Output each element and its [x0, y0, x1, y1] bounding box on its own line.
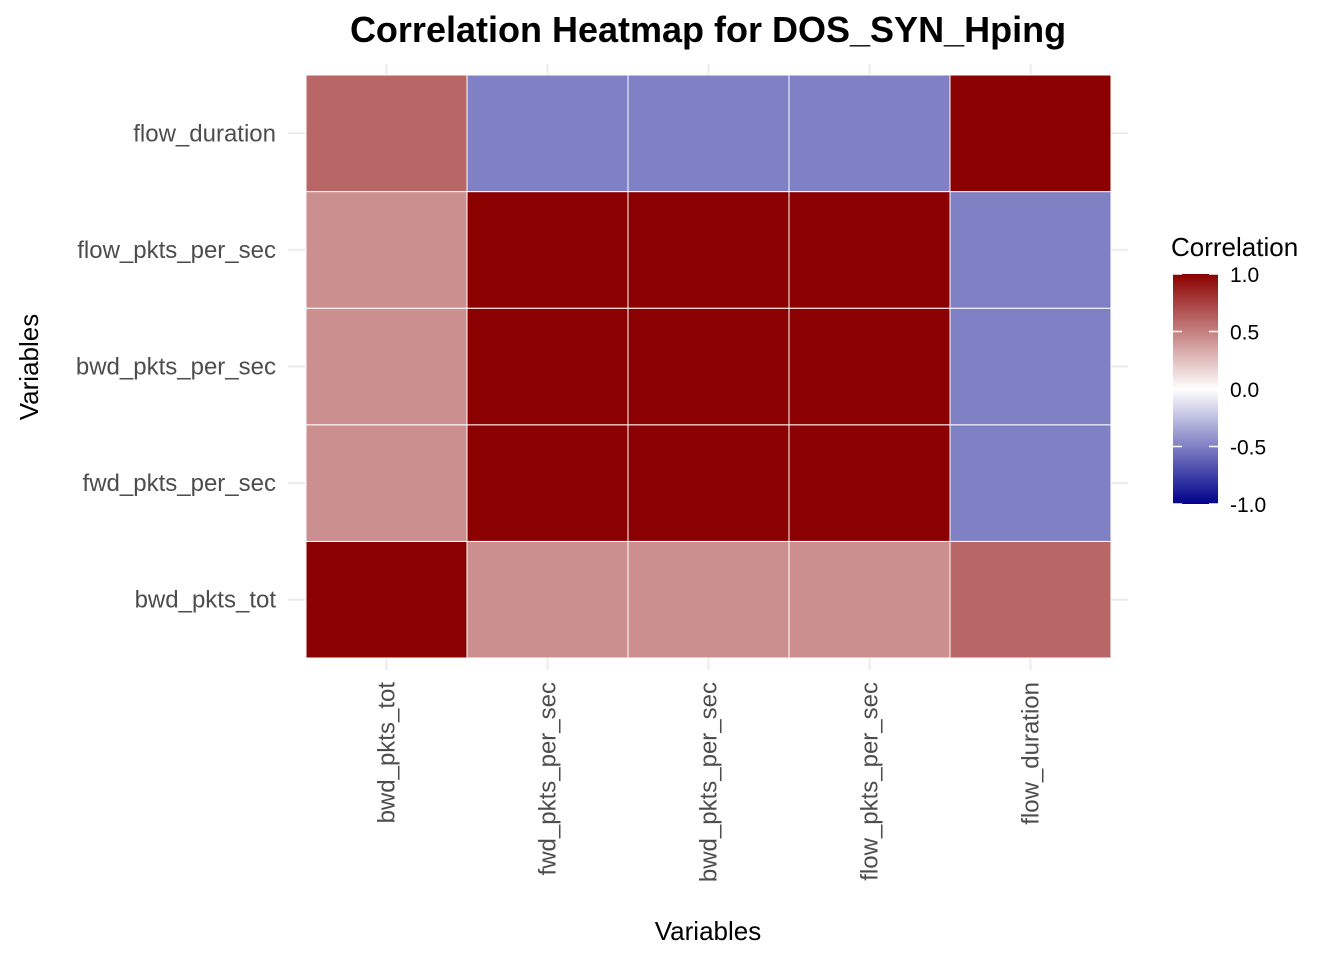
heatmap-cell-flow_duration-flow_pkts_per_sec	[788, 74, 951, 193]
heatmap-cell-flow_pkts_per_sec-fwd_pkts_per_sec	[466, 191, 629, 309]
heatmap-cell-flow_pkts_per_sec-flow_pkts_per_sec	[788, 191, 951, 309]
y-axis-ticks: bwd_pkts_tot fwd_pkts_per_sec bwd_pkts_per…	[76, 120, 276, 613]
y-axis-title: Variables	[14, 314, 44, 420]
x-tick-label: flow_duration	[1018, 682, 1045, 825]
heatmap-cell-fwd_pkts_per_sec-flow_duration	[949, 424, 1112, 542]
x-axis-title: Variables	[655, 916, 761, 946]
heatmap-cell-bwd_pkts_tot-flow_duration	[949, 540, 1112, 659]
heatmap-cell-flow_duration-bwd_pkts_per_sec	[627, 74, 790, 193]
heatmap-cell-flow_pkts_per_sec-bwd_pkts_tot	[305, 191, 468, 309]
x-tick-label: bwd_pkts_per_sec	[696, 682, 723, 882]
color-legend: Correlation 1.0 0.5 0.0 -0.5 -1.0	[1171, 232, 1298, 517]
heatmap-cell-fwd_pkts_per_sec-flow_pkts_per_sec	[788, 424, 951, 542]
heatmap-cell-bwd_pkts_tot-bwd_pkts_tot	[305, 540, 468, 659]
legend-tick-label: -1.0	[1230, 494, 1266, 517]
heatmap-cell-fwd_pkts_per_sec-bwd_pkts_tot	[305, 424, 468, 542]
y-tick-label: flow_pkts_per_sec	[77, 237, 276, 264]
heatmap-cell-bwd_pkts_per_sec-bwd_pkts_tot	[305, 307, 468, 426]
heatmap-cell-flow_duration-fwd_pkts_per_sec	[466, 74, 629, 193]
legend-tick-label: 0.0	[1230, 379, 1259, 402]
legend-tick-label: -0.5	[1230, 437, 1266, 460]
heatmap-cell-flow_pkts_per_sec-bwd_pkts_per_sec	[627, 191, 790, 309]
heatmap-cell-bwd_pkts_per_sec-flow_pkts_per_sec	[788, 307, 951, 426]
x-tick-label: fwd_pkts_per_sec	[535, 682, 562, 875]
chart-title: Correlation Heatmap for DOS_SYN_Hping	[350, 9, 1066, 50]
heatmap-cell-fwd_pkts_per_sec-bwd_pkts_per_sec	[627, 424, 790, 542]
y-tick-label: bwd_pkts_tot	[135, 587, 277, 614]
heatmap-cell-fwd_pkts_per_sec-fwd_pkts_per_sec	[466, 424, 629, 542]
x-tick-label: bwd_pkts_tot	[374, 682, 401, 824]
heatmap-cell-flow_pkts_per_sec-flow_duration	[949, 191, 1112, 309]
legend-title: Correlation	[1171, 232, 1298, 262]
heatmap-cell-flow_duration-flow_duration	[949, 74, 1112, 193]
heatmap-cell-bwd_pkts_tot-bwd_pkts_per_sec	[627, 540, 790, 659]
legend-ticks: 1.0 0.5 0.0 -0.5 -1.0	[1173, 264, 1266, 517]
legend-tick-label: 0.5	[1230, 322, 1259, 345]
heatmap-cell-bwd_pkts_tot-fwd_pkts_per_sec	[466, 540, 629, 659]
heatmap-cells	[305, 74, 1112, 659]
y-tick-label: fwd_pkts_per_sec	[83, 470, 276, 497]
heatmap-cell-bwd_pkts_tot-flow_pkts_per_sec	[788, 540, 951, 659]
heatmap-cell-bwd_pkts_per_sec-flow_duration	[949, 307, 1112, 426]
x-tick-label: flow_pkts_per_sec	[857, 682, 884, 881]
y-tick-label: bwd_pkts_per_sec	[76, 354, 276, 381]
x-axis-ticks: bwd_pkts_tot fwd_pkts_per_sec bwd_pkts_per…	[374, 682, 1045, 882]
heatmap-cell-flow_duration-bwd_pkts_tot	[305, 74, 468, 193]
y-tick-label: flow_duration	[133, 120, 276, 147]
heatmap-cell-bwd_pkts_per_sec-fwd_pkts_per_sec	[466, 307, 629, 426]
legend-tick-label: 1.0	[1230, 264, 1259, 287]
heatmap-cell-bwd_pkts_per_sec-bwd_pkts_per_sec	[627, 307, 790, 426]
